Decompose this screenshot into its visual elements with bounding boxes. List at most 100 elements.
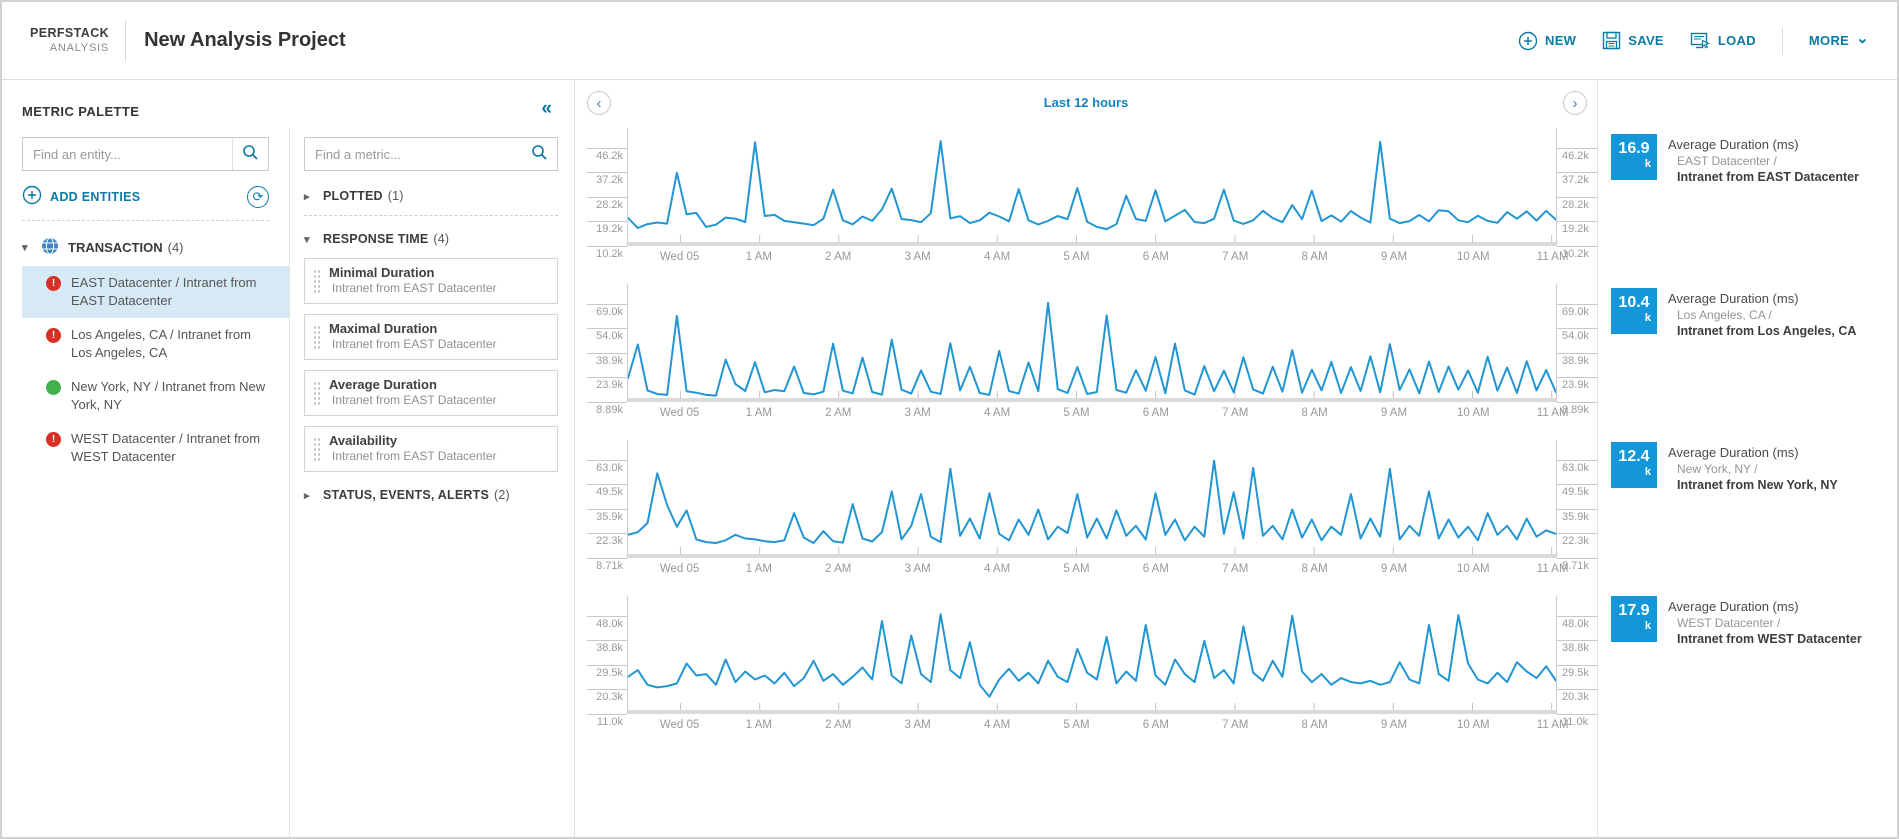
dashed-divider — [304, 215, 558, 216]
chart-legend-new-york[interactable]: 12.4 k Average Duration (ms) New York, N… — [1598, 436, 1897, 590]
entity-search-button[interactable] — [232, 138, 268, 170]
x-axis-labels: Wed 05 1 AM 2 AM 3 AM 4 AM 5 AM 6 AM 7 AM 8 AM 9 … — [627, 402, 1569, 428]
x-tick-label: 2 AM — [825, 563, 852, 575]
response-time-section-header[interactable]: ▾ RESPONSE TIME (4) — [304, 232, 450, 246]
y-axis-left: 8.71k 22.3k 35.9k 49.5k 63.0k — [587, 440, 627, 584]
collapse-palette-icon[interactable]: « — [541, 98, 552, 119]
x-tick-label: 3 AM — [904, 719, 931, 731]
legend-transaction: Intranet from New York, NY — [1677, 478, 1838, 492]
x-tick-label: 7 AM — [1222, 563, 1249, 575]
x-axis-labels: Wed 05 1 AM 2 AM 3 AM 4 AM 5 AM 6 AM 7 AM 8 AM 9 … — [627, 558, 1569, 584]
entity-search-input[interactable] — [23, 138, 232, 170]
critical-status-icon: ! — [46, 328, 61, 343]
legend-value-box: 10.4 k — [1611, 288, 1657, 334]
x-tick-label: 8 AM — [1301, 563, 1328, 575]
y-tick-label: 48.0k — [1562, 617, 1589, 630]
y-tick-label: 8.71k — [596, 560, 623, 572]
x-tick-label: Wed 05 — [659, 563, 700, 575]
y-tick-label: 69.0k — [1562, 305, 1589, 318]
y-axis-left: 10.2k 19.2k 28.2k 37.2k 46.2k — [587, 128, 627, 272]
x-tick-label: 9 AM — [1380, 407, 1408, 419]
y-tick-label: 38.8k — [1562, 642, 1589, 655]
entity-item-new-york[interactable]: New York, NY / Intranet from New York, N… — [22, 370, 289, 422]
x-tick-label: 10 AM — [1456, 407, 1490, 419]
x-tick-label: 9 AM — [1380, 251, 1408, 263]
more-button[interactable]: MORE ⌄ — [1808, 29, 1869, 49]
drag-handle-icon[interactable] — [313, 379, 320, 406]
drag-handle-icon[interactable] — [313, 435, 320, 462]
line-series — [628, 303, 1556, 396]
metric-searchbox — [304, 137, 558, 171]
metric-card-average-duration[interactable]: Average Duration Intranet from EAST Data… — [304, 370, 558, 416]
time-range-label[interactable]: Last 12 hours — [1043, 95, 1129, 110]
x-tick-label: 11 AM — [1536, 407, 1569, 419]
x-tick-label: 7 AM — [1222, 251, 1249, 263]
entity-item-east-datacenter[interactable]: ! EAST Datacenter / Intranet from EAST D… — [22, 266, 289, 318]
x-tick-label: 3 AM — [904, 563, 931, 575]
refresh-icon[interactable]: ⟳ — [247, 185, 269, 208]
y-tick-label: 20.3k — [1562, 691, 1589, 704]
chart-plot[interactable] — [627, 284, 1557, 402]
chart-plot[interactable] — [627, 440, 1557, 558]
chart-legend-east-datacenter[interactable]: 16.9 k Average Duration (ms) EAST Datace… — [1598, 128, 1897, 282]
legend-entity: Los Angeles, CA / — [1677, 308, 1772, 322]
y-tick-label: 46.2k — [1562, 149, 1589, 162]
metric-search-input[interactable] — [305, 138, 521, 170]
plotted-section-header[interactable]: ▸ PLOTTED (1) — [304, 189, 404, 203]
y-axis-right: 10.2k 19.2k 28.2k 37.2k 46.2k — [1557, 128, 1597, 272]
y-tick-label: 63.0k — [596, 461, 623, 474]
x-tick-label: 5 AM — [1063, 719, 1090, 731]
y-tick-label: 69.0k — [596, 305, 623, 318]
chart-east-datacenter: 10.2k 19.2k 28.2k 37.2k 46.2k Wed 05 1 AM 2 AM… — [575, 128, 1597, 272]
metric-card-maximal-duration[interactable]: Maximal Duration Intranet from EAST Data… — [304, 314, 558, 360]
x-tick-label: Wed 05 — [659, 407, 700, 419]
caret-down-icon[interactable]: ▾ — [22, 242, 28, 254]
x-tick-label: 8 AM — [1301, 407, 1328, 419]
main-content: METRIC PALETTE « ADD ENTITIES — [2, 80, 1897, 837]
status-events-alerts-section-header[interactable]: ▸ STATUS, EVENTS, ALERTS (2) — [304, 488, 510, 502]
time-forward-button[interactable]: › — [1563, 91, 1587, 115]
metric-card-minimal-duration[interactable]: Minimal Duration Intranet from EAST Data… — [304, 258, 558, 304]
y-tick-label: 22.3k — [1562, 535, 1589, 548]
load-button[interactable]: LOAD — [1690, 31, 1756, 50]
y-tick-label: 29.5k — [1562, 666, 1589, 679]
metric-card-availability[interactable]: Availability Intranet from EAST Datacent… — [304, 426, 558, 472]
caret-right-icon[interactable]: ▸ — [304, 190, 310, 203]
legend-metric: Average Duration (ms) — [1668, 291, 1799, 306]
legend-transaction: Intranet from WEST Datacenter — [1677, 632, 1862, 646]
new-button[interactable]: NEW — [1518, 31, 1576, 51]
chart-plot[interactable] — [627, 596, 1557, 714]
x-tick-label: 5 AM — [1063, 563, 1090, 575]
entity-item-west-datacenter[interactable]: ! WEST Datacenter / Intranet from WEST D… — [22, 422, 289, 474]
save-button[interactable]: SAVE — [1602, 31, 1664, 50]
header-divider — [125, 19, 127, 62]
entity-item-los-angeles[interactable]: ! Los Angeles, CA / Intranet from Los An… — [22, 318, 289, 370]
drag-handle-icon[interactable] — [313, 267, 320, 294]
chart-legend-west-datacenter[interactable]: 17.9 k Average Duration (ms) WEST Datace… — [1598, 590, 1897, 744]
app-header: PERFSTACK ANALYSIS New Analysis Project … — [2, 2, 1897, 80]
metric-search-button[interactable] — [521, 138, 557, 170]
y-tick-label: 35.9k — [596, 510, 623, 523]
y-axis-right: 8.71k 22.3k 35.9k 49.5k 63.0k — [1557, 440, 1597, 584]
group-count: (4) — [167, 240, 184, 255]
y-tick-label: 29.5k — [596, 666, 623, 679]
add-entities-button[interactable]: ADD ENTITIES — [22, 185, 140, 208]
y-tick-label: 37.2k — [596, 174, 623, 187]
legend-entity: New York, NY / — [1677, 462, 1758, 476]
x-tick-label: 10 AM — [1456, 719, 1490, 731]
transaction-group-header[interactable]: ▾ TRANSACTION (4) — [22, 237, 269, 258]
chart-plot[interactable] — [627, 128, 1557, 246]
x-axis-labels: Wed 05 1 AM 2 AM 3 AM 4 AM 5 AM 6 AM 7 AM 8 AM 9 … — [627, 714, 1569, 740]
line-series — [628, 614, 1556, 696]
caret-right-icon[interactable]: ▸ — [304, 489, 310, 502]
legend-metric: Average Duration (ms) — [1668, 137, 1799, 152]
x-tick-label: 4 AM — [983, 563, 1011, 575]
chart-legend-los-angeles[interactable]: 10.4 k Average Duration (ms) Los Angeles… — [1598, 282, 1897, 436]
x-tick-label: 4 AM — [983, 407, 1011, 419]
time-back-button[interactable]: ‹ — [587, 91, 611, 115]
y-axis-left: 8.89k 23.9k 38.9k 54.0k 69.0k — [587, 284, 627, 428]
drag-handle-icon[interactable] — [313, 323, 320, 350]
search-icon — [531, 144, 548, 164]
caret-down-icon[interactable]: ▾ — [304, 233, 310, 246]
x-tick-label: 11 AM — [1536, 563, 1569, 575]
